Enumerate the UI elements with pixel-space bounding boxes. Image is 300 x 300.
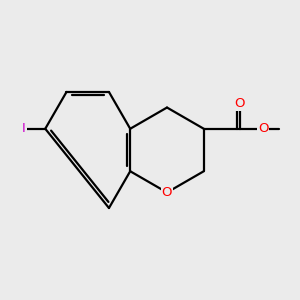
Text: I: I [22,122,26,135]
Text: O: O [258,122,268,135]
Text: O: O [235,97,245,110]
Text: O: O [162,186,172,199]
